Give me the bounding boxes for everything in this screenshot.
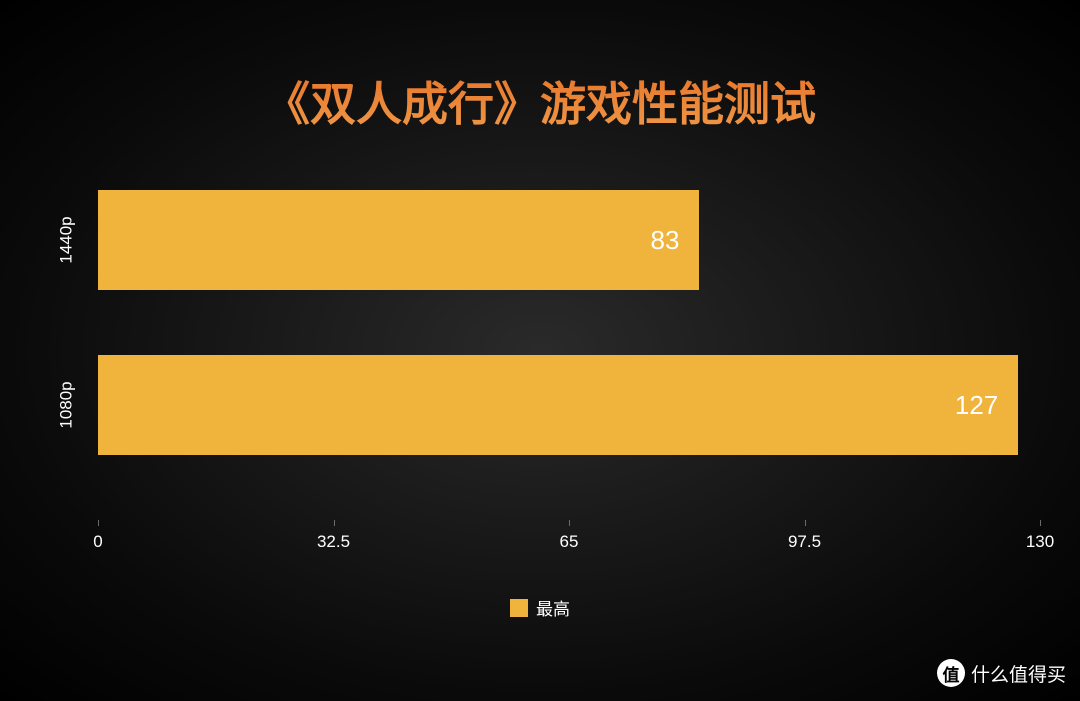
x-tick-label: 97.5 — [788, 532, 821, 552]
legend-swatch — [510, 599, 528, 617]
chart-title: 《双人成行》游戏性能测试 — [0, 0, 1080, 134]
x-tick-line — [98, 520, 99, 526]
x-tick-label: 0 — [93, 532, 102, 552]
x-tick-line — [569, 520, 570, 526]
y-axis-label: 1440p — [57, 216, 77, 263]
y-axis-label: 1080p — [57, 381, 77, 428]
x-tick-label: 130 — [1026, 532, 1054, 552]
legend-label: 最高 — [536, 595, 570, 620]
chart-container: 《双人成行》游戏性能测试 032.56597.5130 831440p12710… — [0, 0, 1080, 701]
x-tick-line — [334, 520, 335, 526]
x-tick-label: 32.5 — [317, 532, 350, 552]
legend: 最高 — [510, 595, 570, 620]
watermark: 值 什么值得买 — [937, 659, 1066, 687]
x-tick-label: 65 — [560, 532, 579, 552]
plot-area: 032.56597.5130 831440p1271080p — [98, 175, 1040, 520]
x-axis: 032.56597.5130 — [98, 520, 1040, 521]
bar-value-label: 83 — [651, 225, 680, 256]
watermark-badge-icon: 值 — [937, 659, 965, 687]
bar-1440p: 83 — [98, 190, 699, 290]
watermark-text: 什么值得买 — [971, 660, 1066, 687]
bar-1080p: 127 — [98, 355, 1018, 455]
bar-value-label: 127 — [955, 390, 998, 421]
x-tick-line — [805, 520, 806, 526]
x-tick-line — [1040, 520, 1041, 526]
